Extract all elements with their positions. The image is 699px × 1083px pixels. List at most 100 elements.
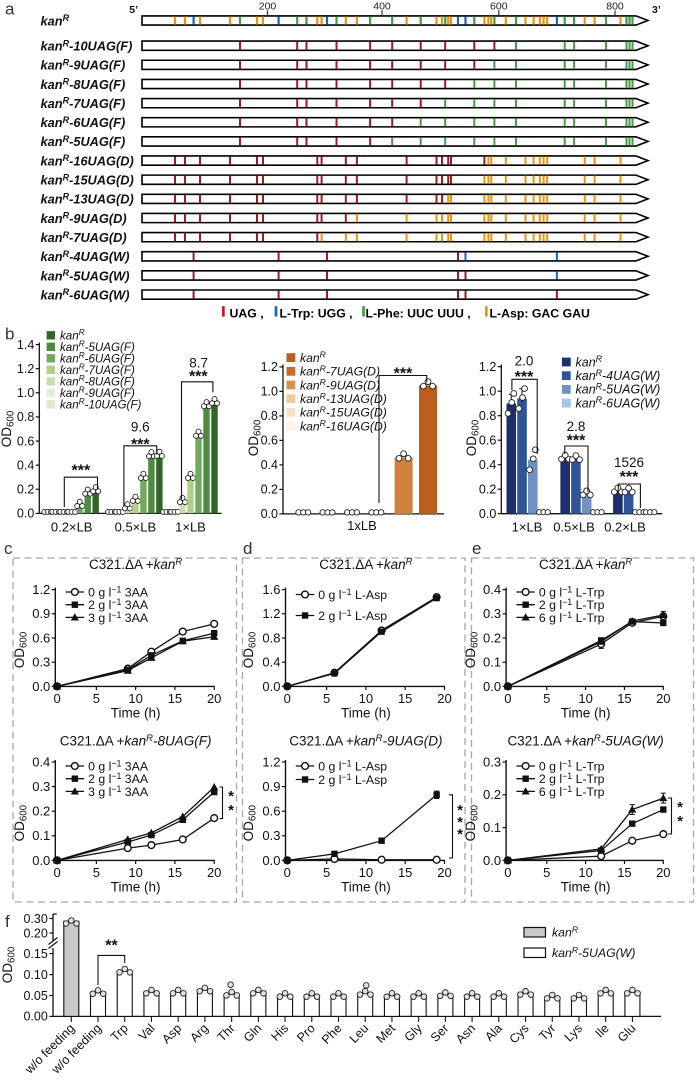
svg-text:**: **	[105, 937, 118, 954]
svg-text:0.0: 0.0	[479, 507, 496, 521]
svg-text:0 g l−1 L-Trp: 0 g l−1 L-Trp	[539, 758, 605, 773]
svg-text:0.1: 0.1	[483, 820, 501, 835]
svg-text:0.3: 0.3	[32, 655, 50, 670]
svg-text:10: 10	[578, 691, 592, 706]
svg-text:1.6: 1.6	[262, 582, 280, 597]
svg-text:*: *	[457, 826, 463, 843]
svg-text:0.0: 0.0	[483, 679, 501, 694]
svg-text:kanR-15UAG(D): kanR-15UAG(D)	[300, 405, 387, 420]
svg-text:20: 20	[437, 865, 451, 880]
svg-text:0.8: 0.8	[479, 409, 496, 423]
svg-text:3’: 3’	[652, 4, 661, 16]
svg-text:C321.ΔA +kanR: C321.ΔA +kanR	[539, 557, 632, 573]
svg-text:***: ***	[394, 366, 413, 383]
svg-text:0.4: 0.4	[479, 458, 496, 472]
svg-text:0.05: 0.05	[23, 989, 47, 1003]
svg-text:kanR: kanR	[552, 924, 578, 939]
svg-text:kanR-15UAG(D): kanR-15UAG(D)	[41, 172, 134, 187]
svg-text:0.2: 0.2	[479, 483, 496, 497]
svg-text:Time (h): Time (h)	[111, 705, 161, 720]
svg-text:0.0: 0.0	[261, 507, 278, 521]
svg-text:200: 200	[259, 1, 277, 13]
svg-text:C321.ΔA +kanR-8UAG(F): C321.ΔA +kanR-8UAG(F)	[60, 733, 212, 749]
svg-text:L-Trp: UGG ,: L-Trp: UGG ,	[280, 307, 353, 321]
svg-text:20: 20	[207, 691, 221, 706]
svg-text:0.9: 0.9	[262, 779, 280, 794]
svg-text:15: 15	[398, 691, 412, 706]
svg-text:1.4: 1.4	[17, 338, 34, 352]
svg-text:***: ***	[189, 368, 208, 385]
svg-text:Time (h): Time (h)	[341, 705, 391, 720]
svg-text:5: 5	[93, 865, 100, 880]
svg-text:0: 0	[504, 691, 511, 706]
svg-text:20: 20	[656, 865, 670, 880]
svg-text:Time (h): Time (h)	[341, 879, 391, 894]
svg-text:kanR: kanR	[41, 13, 70, 28]
svg-text:1.0: 1.0	[17, 386, 34, 400]
svg-text:0.1: 0.1	[483, 655, 501, 670]
svg-text:***: ***	[72, 463, 91, 480]
svg-text:2.0: 2.0	[515, 354, 534, 369]
svg-text:kanR-5UAG(W): kanR-5UAG(W)	[576, 382, 661, 397]
svg-text:0.6: 0.6	[262, 804, 280, 819]
svg-text:a: a	[5, 0, 15, 19]
svg-text:1.2: 1.2	[261, 360, 278, 374]
svg-text:6 g l−1 L-Trp: 6 g l−1 L-Trp	[539, 610, 605, 625]
svg-text:10: 10	[128, 865, 142, 880]
svg-text:1.2: 1.2	[479, 360, 496, 374]
svg-text:kanR-7UAG(F): kanR-7UAG(F)	[41, 96, 126, 111]
svg-text:5: 5	[543, 865, 550, 880]
svg-text:kanR: kanR	[300, 350, 326, 365]
svg-text:kanR-5UAG(F): kanR-5UAG(F)	[41, 134, 126, 149]
svg-text:***: ***	[131, 436, 150, 453]
svg-text:kanR-5UAG(W): kanR-5UAG(W)	[552, 945, 635, 960]
svg-text:20: 20	[207, 865, 221, 880]
svg-text:0.5×LB: 0.5×LB	[115, 520, 157, 535]
svg-text:0.2×LB: 0.2×LB	[51, 520, 93, 535]
svg-text:0: 0	[504, 865, 511, 880]
svg-text:0: 0	[284, 865, 291, 880]
svg-text:0.6: 0.6	[479, 434, 496, 448]
svg-text:2 g l−1 3AA: 2 g l−1 3AA	[88, 771, 149, 786]
svg-text:0.4: 0.4	[483, 582, 501, 597]
svg-text:10: 10	[359, 691, 373, 706]
svg-text:Time (h): Time (h)	[111, 879, 161, 894]
svg-text:0.15: 0.15	[23, 947, 47, 961]
svg-text:0: 0	[284, 691, 291, 706]
svg-text:0.0: 0.0	[32, 853, 50, 868]
svg-text:2.8: 2.8	[567, 419, 586, 434]
svg-text:c: c	[4, 539, 13, 558]
svg-text:L-Asp: GAC GAU: L-Asp: GAC GAU	[490, 307, 591, 321]
svg-text:kanR-7UAG(D): kanR-7UAG(D)	[41, 230, 127, 245]
svg-text:15: 15	[617, 865, 631, 880]
svg-text:0.00: 0.00	[23, 1010, 47, 1024]
svg-text:5: 5	[323, 691, 330, 706]
svg-text:0.0: 0.0	[262, 679, 280, 694]
svg-text:0.0: 0.0	[17, 507, 34, 521]
svg-text:kanR-9UAG(D): kanR-9UAG(D)	[41, 211, 127, 226]
svg-text:C321.ΔA +kanR: C321.ΔA +kanR	[319, 557, 412, 573]
svg-text:0.2: 0.2	[483, 787, 501, 802]
svg-text:1.2: 1.2	[32, 582, 50, 597]
svg-text:0.2: 0.2	[17, 483, 34, 497]
svg-text:0.8: 0.8	[261, 409, 278, 423]
svg-text:0.5×LB: 0.5×LB	[553, 520, 595, 535]
svg-text:0.10: 0.10	[23, 968, 47, 982]
svg-text:0.4: 0.4	[32, 754, 50, 769]
svg-text:1.2: 1.2	[262, 606, 280, 621]
svg-text:*: *	[677, 799, 683, 816]
svg-text:kanR: kanR	[60, 328, 85, 342]
svg-text:kanR-9UAG(F): kanR-9UAG(F)	[41, 57, 126, 72]
svg-text:0.4: 0.4	[262, 655, 280, 670]
svg-text:0 g l−1 L-Asp: 0 g l−1 L-Asp	[318, 587, 387, 602]
svg-text:2 g l−1 L-Trp: 2 g l−1 L-Trp	[539, 597, 605, 612]
svg-text:800: 800	[606, 1, 624, 13]
svg-text:20: 20	[656, 691, 670, 706]
svg-text:600: 600	[490, 1, 508, 13]
svg-text:2 g l−1 3AA: 2 g l−1 3AA	[88, 597, 149, 612]
svg-text:1xLB: 1xLB	[347, 518, 377, 533]
svg-text:kanR-13UAG(D): kanR-13UAG(D)	[300, 391, 387, 406]
svg-text:0.20: 0.20	[23, 926, 47, 940]
svg-text:15: 15	[398, 865, 412, 880]
svg-text:5: 5	[543, 691, 550, 706]
